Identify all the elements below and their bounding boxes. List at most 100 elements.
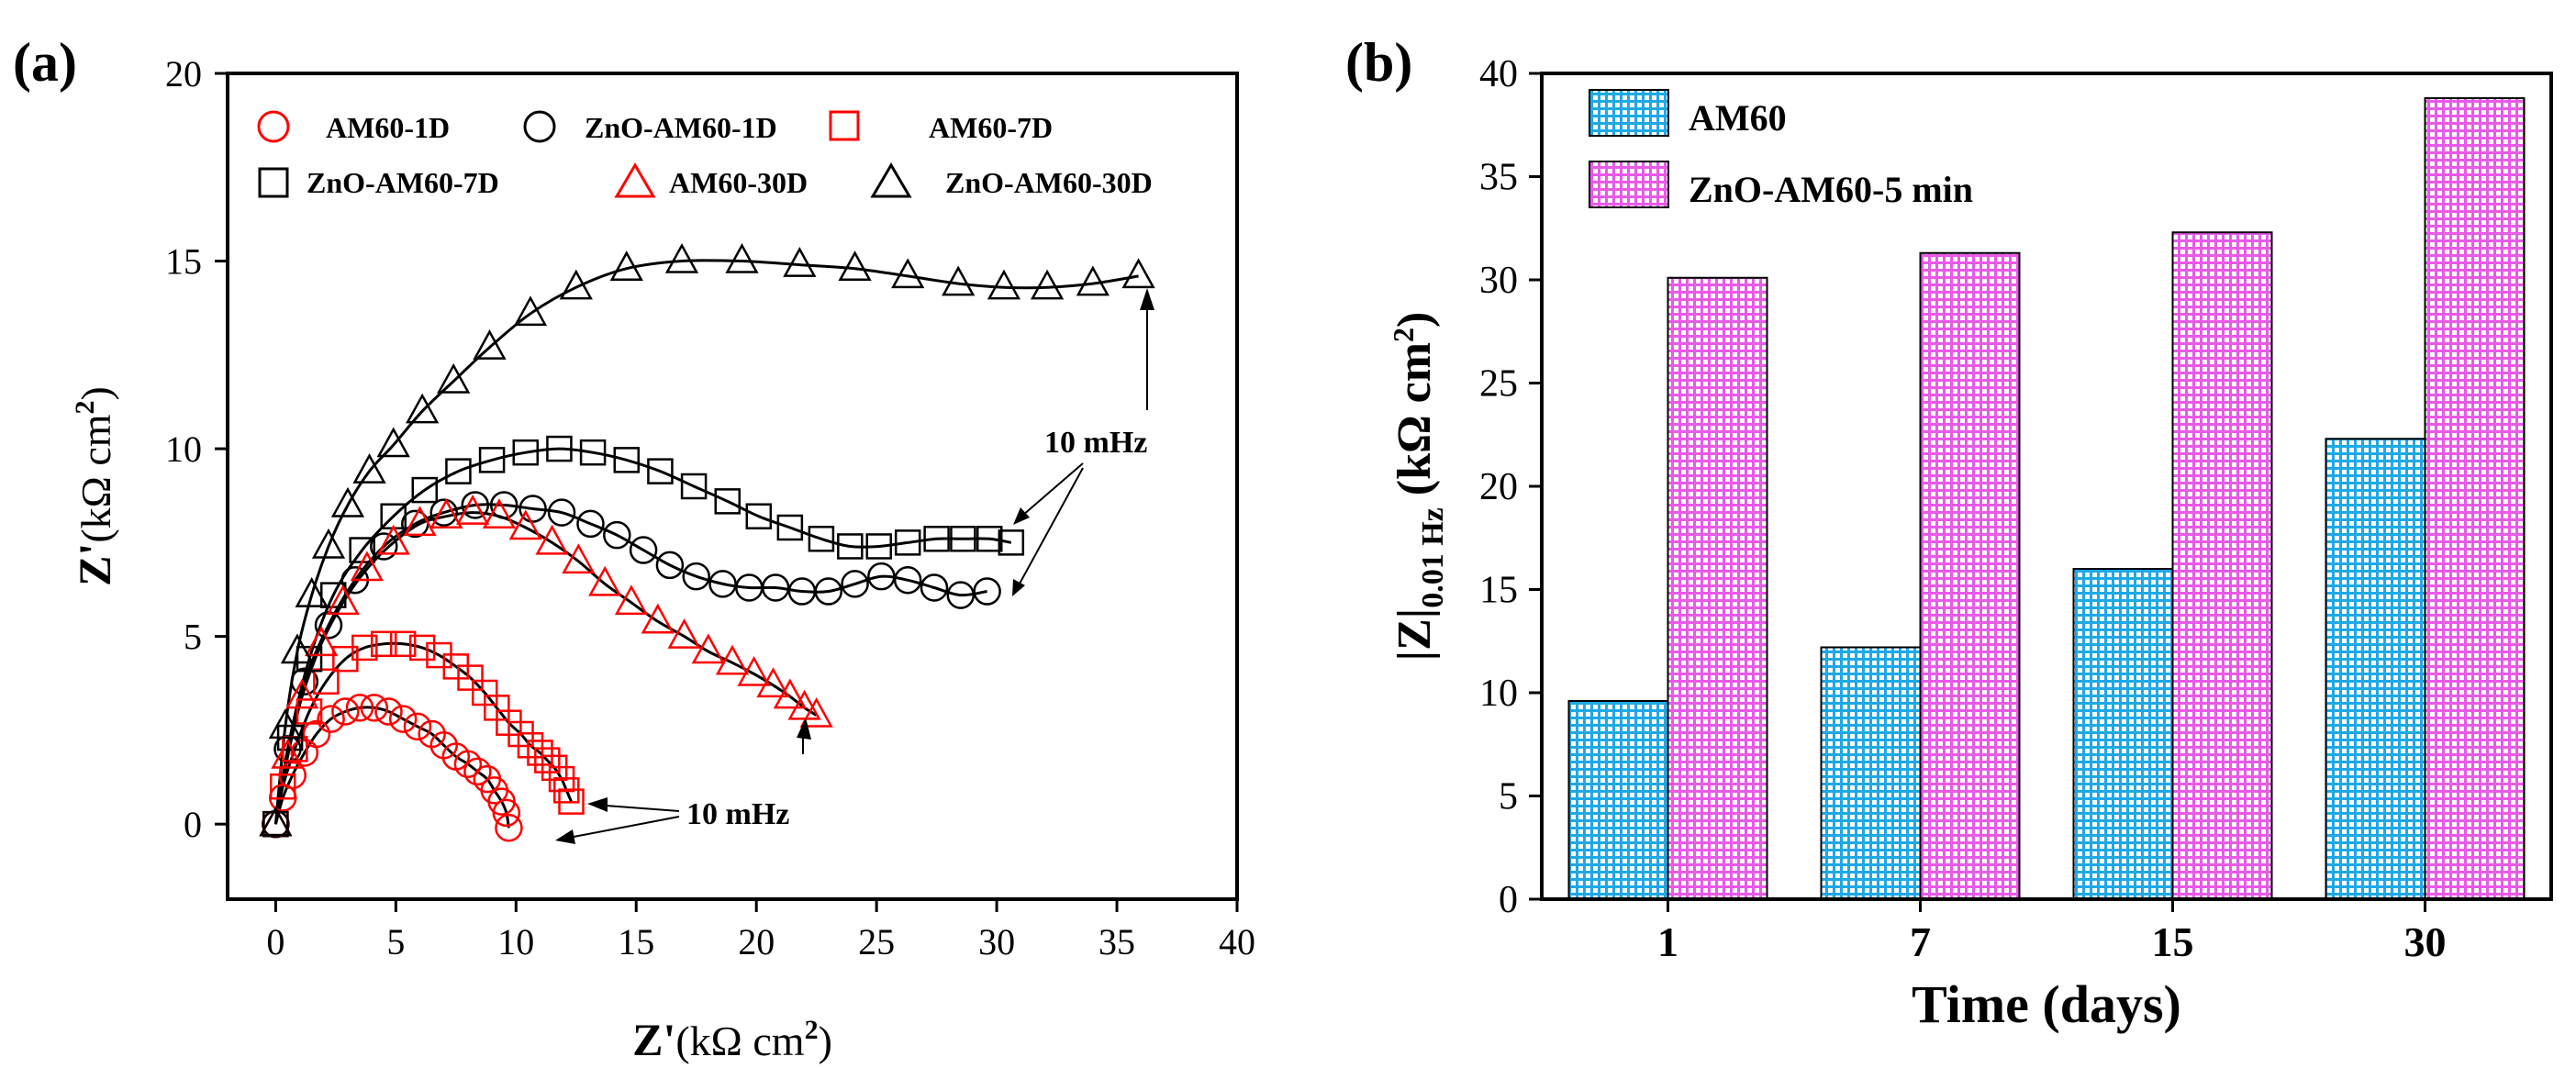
data-point: [517, 732, 544, 759]
data-point: [691, 633, 725, 664]
fit-curve: [273, 259, 1139, 825]
data-point: [489, 491, 519, 519]
data-point: [998, 529, 1025, 556]
annotation-lower: 10 mHz: [555, 718, 811, 844]
x-tick-label: 20: [738, 921, 775, 962]
panel-b-xlabel: Time (days): [1912, 974, 2181, 1034]
data-point: [588, 565, 622, 596]
y-tick-label: 25: [1479, 363, 1518, 406]
data-point: [305, 626, 339, 657]
data-point: [259, 806, 293, 837]
y-tick-label: 40: [1479, 53, 1518, 95]
data-point: [629, 536, 658, 564]
arrow-line: [605, 805, 680, 812]
data-point: [680, 473, 708, 500]
arrow-head: [555, 829, 575, 844]
bar: [2171, 231, 2273, 900]
arrow-line: [1018, 467, 1084, 586]
data-point: [579, 439, 607, 466]
data-point: [350, 551, 385, 582]
bar: [1820, 646, 1922, 900]
legend-label: AM60: [1689, 97, 1787, 139]
data-point: [268, 708, 302, 740]
y-tick-label: 20: [165, 53, 202, 95]
y-tick-label: 15: [1479, 570, 1518, 612]
panel-a-fit-curves: [273, 259, 1139, 829]
data-point: [923, 526, 950, 552]
x-tick-label: 0: [266, 921, 284, 962]
data-point: [745, 503, 773, 529]
data-point: [271, 738, 305, 769]
legend-label: AM60-30D: [669, 166, 808, 199]
data-point: [946, 581, 976, 609]
data-point: [761, 573, 790, 602]
data-point: [376, 427, 410, 458]
data-point: [546, 435, 573, 462]
data-point: [406, 393, 440, 424]
fit-curve: [273, 503, 987, 825]
legend-marker-triangle-red: [614, 162, 656, 198]
data-point: [613, 447, 641, 473]
data-point: [647, 458, 674, 484]
y-tick-label: 30: [1479, 260, 1518, 302]
legend-marker-circle-red: [257, 110, 290, 143]
x-tick-label: 15: [2152, 918, 2194, 965]
data-point: [714, 488, 742, 515]
data-point: [311, 528, 346, 559]
bar: [1919, 251, 2021, 900]
data-point: [330, 486, 365, 517]
data-point: [508, 509, 542, 540]
fit-curve: [273, 706, 510, 829]
bar: [1567, 700, 1669, 900]
data-point: [787, 689, 821, 720]
panel-a-xlabel: Z'(kΩ cm2): [632, 1014, 832, 1065]
panel-a-frame: [226, 72, 1239, 901]
legend-marker-triangle-black: [870, 162, 912, 198]
data-point: [664, 242, 699, 273]
data-point: [352, 453, 386, 484]
arrow-line: [1021, 462, 1084, 517]
data-point: [388, 705, 418, 733]
legend-label: AM60-1D: [326, 111, 450, 144]
arrow-head: [1140, 288, 1154, 310]
data-point: [495, 814, 523, 842]
legend-marker-circle-black: [523, 110, 556, 143]
x-tick-label: 7: [1910, 918, 1931, 965]
x-tick-label: 30: [2404, 918, 2447, 965]
data-point: [411, 476, 439, 504]
data-point: [463, 757, 492, 786]
data-point: [559, 269, 593, 300]
y-tick-label: 35: [1479, 157, 1518, 199]
data-point: [290, 667, 319, 695]
data-point: [682, 562, 710, 591]
bar: [1667, 276, 1768, 900]
legend-marker-square-red: [829, 110, 860, 141]
bar: [2424, 97, 2526, 900]
data-point: [429, 498, 463, 528]
annotation-10mhz-upper: 10 mHz: [1044, 426, 1147, 460]
data-point: [326, 584, 360, 616]
data-point: [614, 584, 649, 616]
legend-swatch-am60: [1589, 89, 1669, 137]
y-tick-label: 5: [1499, 776, 1518, 818]
data-point: [360, 694, 389, 722]
data-point: [808, 526, 835, 552]
data-point: [773, 678, 807, 709]
data-point: [535, 524, 569, 555]
data-point: [756, 667, 790, 698]
data-point: [973, 577, 1001, 606]
data-point: [576, 509, 605, 539]
legend-label: ZnO-AM60-30D: [945, 166, 1153, 199]
y-tick-label: 10: [165, 428, 202, 470]
x-tick-label: 10: [497, 921, 534, 962]
legend-label: ZnO-AM60-1D: [585, 111, 777, 144]
data-point: [296, 698, 323, 725]
data-point: [403, 712, 432, 741]
data-point: [776, 514, 804, 541]
panel-b: (b) 0 5 10 15 20 25 30 35 40 1 7 15 30 AM60 ZnO-AM6…: [1345, 32, 2553, 1034]
x-tick-label: 25: [858, 921, 895, 962]
fit-curve: [273, 641, 573, 825]
data-point: [403, 506, 437, 537]
data-point: [838, 250, 872, 281]
data-point: [603, 520, 631, 550]
